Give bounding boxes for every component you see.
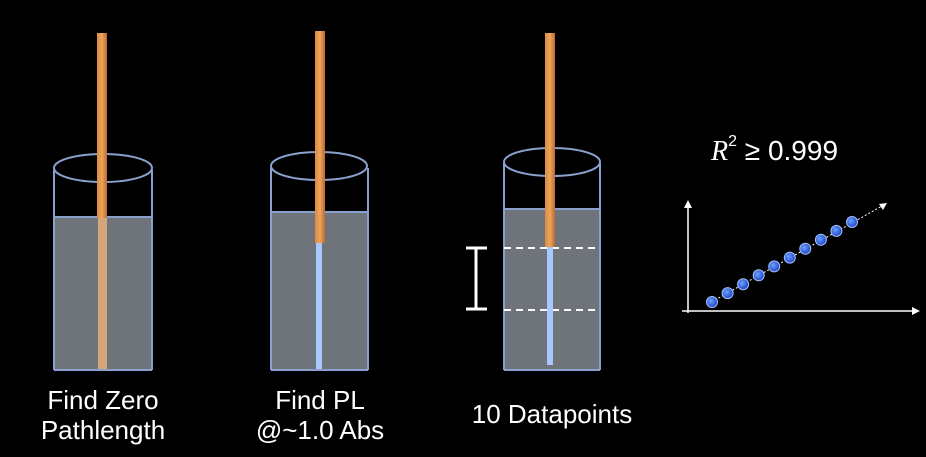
- data-point: [768, 260, 781, 273]
- data-point: [814, 233, 827, 246]
- cup-zero-pathlength: [53, 33, 153, 371]
- data-point: [830, 224, 843, 237]
- r-relation: ≥ 0.999: [744, 135, 839, 166]
- x-axis-arrow: [912, 307, 920, 315]
- caption-line-2: @~1.0 Abs: [255, 415, 385, 445]
- range-bracket: [466, 246, 487, 311]
- probe-submerged: [98, 217, 107, 369]
- data-point: [846, 216, 858, 228]
- r-exponent: 2: [728, 132, 738, 150]
- probe: [545, 33, 555, 247]
- r-symbol: R: [711, 136, 729, 167]
- caption-line-2: Pathlength: [40, 415, 166, 445]
- data-points: [706, 216, 858, 308]
- data-point: [721, 287, 734, 300]
- data-point: [737, 278, 750, 291]
- cup-find-pl: [270, 31, 369, 371]
- r-squared-label: R2 ≥ 0.999: [711, 132, 839, 168]
- data-point: [783, 251, 796, 264]
- y-axis-arrow: [684, 200, 692, 208]
- probe: [97, 33, 107, 218]
- caption-zero-pathlength: Find Zero Pathlength: [14, 385, 192, 445]
- data-point: [706, 296, 718, 308]
- trend-line: [707, 205, 883, 305]
- caption-find-pl: Find PL @~1.0 Abs: [230, 385, 410, 445]
- caption-line-1: Find PL: [275, 385, 365, 415]
- caption-datapoints: 10 Datapoints: [452, 399, 652, 429]
- data-point: [752, 269, 765, 282]
- probe: [315, 31, 325, 243]
- trend-arrow: [879, 203, 887, 210]
- light-beam: [547, 247, 553, 365]
- caption-line-1: 10 Datapoints: [471, 399, 633, 429]
- data-point: [799, 242, 812, 255]
- mini-plot: [682, 200, 920, 315]
- caption-line-1: Find Zero: [47, 385, 159, 415]
- cup-datapoints: [466, 33, 601, 371]
- light-beam: [316, 242, 322, 369]
